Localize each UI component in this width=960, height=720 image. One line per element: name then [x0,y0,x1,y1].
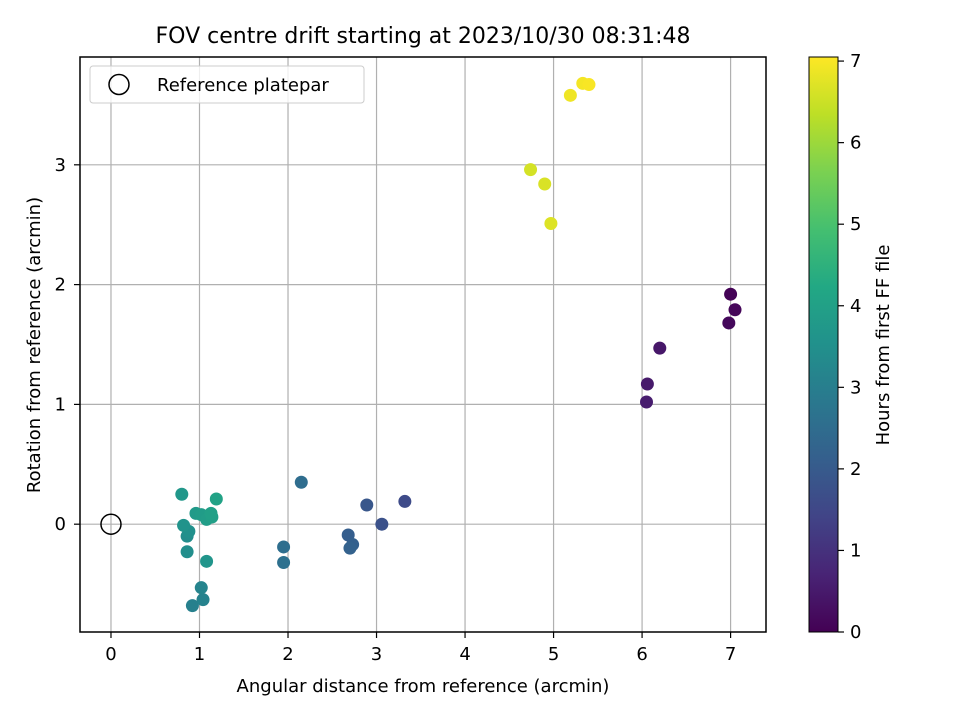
data-point [180,545,194,559]
data-point [375,517,389,531]
data-point [722,316,736,330]
colorbar-tick-label: 2 [850,459,861,480]
data-point [524,163,538,177]
x-axis-ticks: 0 1 2 3 4 5 6 7 [105,632,736,665]
data-point [200,554,214,568]
data-point [653,341,667,355]
data-point [185,599,199,613]
legend-box [89,65,365,104]
data-point [728,303,742,317]
data-point [294,475,308,489]
data-points [175,76,742,613]
y-tick-label: 2 [55,275,66,296]
data-point [196,593,210,607]
colorbar-tick-label: 7 [850,51,861,72]
legend: Reference platepar [89,65,365,104]
x-tick-label: 1 [194,644,205,665]
data-point [582,78,596,92]
x-tick-label: 5 [548,644,559,665]
y-axis-label: Rotation from reference (arcmin) [24,197,45,493]
y-tick-label: 1 [55,394,66,415]
colorbar [808,56,839,633]
colorbar-tick-label: 6 [850,133,861,154]
plot-area-frame [79,56,767,633]
data-point [209,492,223,506]
y-tick-label: 0 [55,514,66,535]
data-point [538,177,552,191]
data-point [277,556,291,570]
data-point [177,518,191,532]
reference-marker [100,513,122,535]
data-point [277,540,291,554]
data-point [640,377,654,391]
x-tick-label: 2 [282,644,293,665]
colorbar-tick-label: 4 [850,296,861,317]
data-point [640,395,654,409]
colorbar-ticks: 0 1 2 3 4 5 6 7 [838,51,861,643]
colorbar-tick-label: 1 [850,540,861,561]
colorbar-label: Hours from first FF file [873,245,894,446]
data-point [563,88,577,102]
data-point [204,506,218,520]
x-tick-label: 6 [636,644,647,665]
colorbar-tick-label: 5 [850,214,861,235]
y-axis-ticks: 0 1 2 3 [55,155,80,535]
x-tick-label: 4 [459,644,470,665]
x-tick-label: 0 [105,644,116,665]
data-point [175,487,189,501]
data-point [194,581,208,595]
y-tick-label: 3 [55,155,66,176]
legend-entry-reference: Reference platepar [157,75,329,96]
colorbar-tick-label: 3 [850,377,861,398]
chart-title: FOV centre drift starting at 2023/10/30 … [156,24,691,49]
data-point [343,541,357,555]
data-point [544,217,558,231]
data-point [360,498,374,512]
reference-point [100,513,122,535]
x-tick-label: 7 [725,644,736,665]
data-point [724,287,738,301]
colorbar-tick-label: 0 [850,622,861,643]
x-axis-label: Angular distance from reference (arcmin) [237,676,610,697]
x-tick-label: 3 [371,644,382,665]
legend-marker-reference-icon [108,73,130,96]
data-point [398,494,412,508]
